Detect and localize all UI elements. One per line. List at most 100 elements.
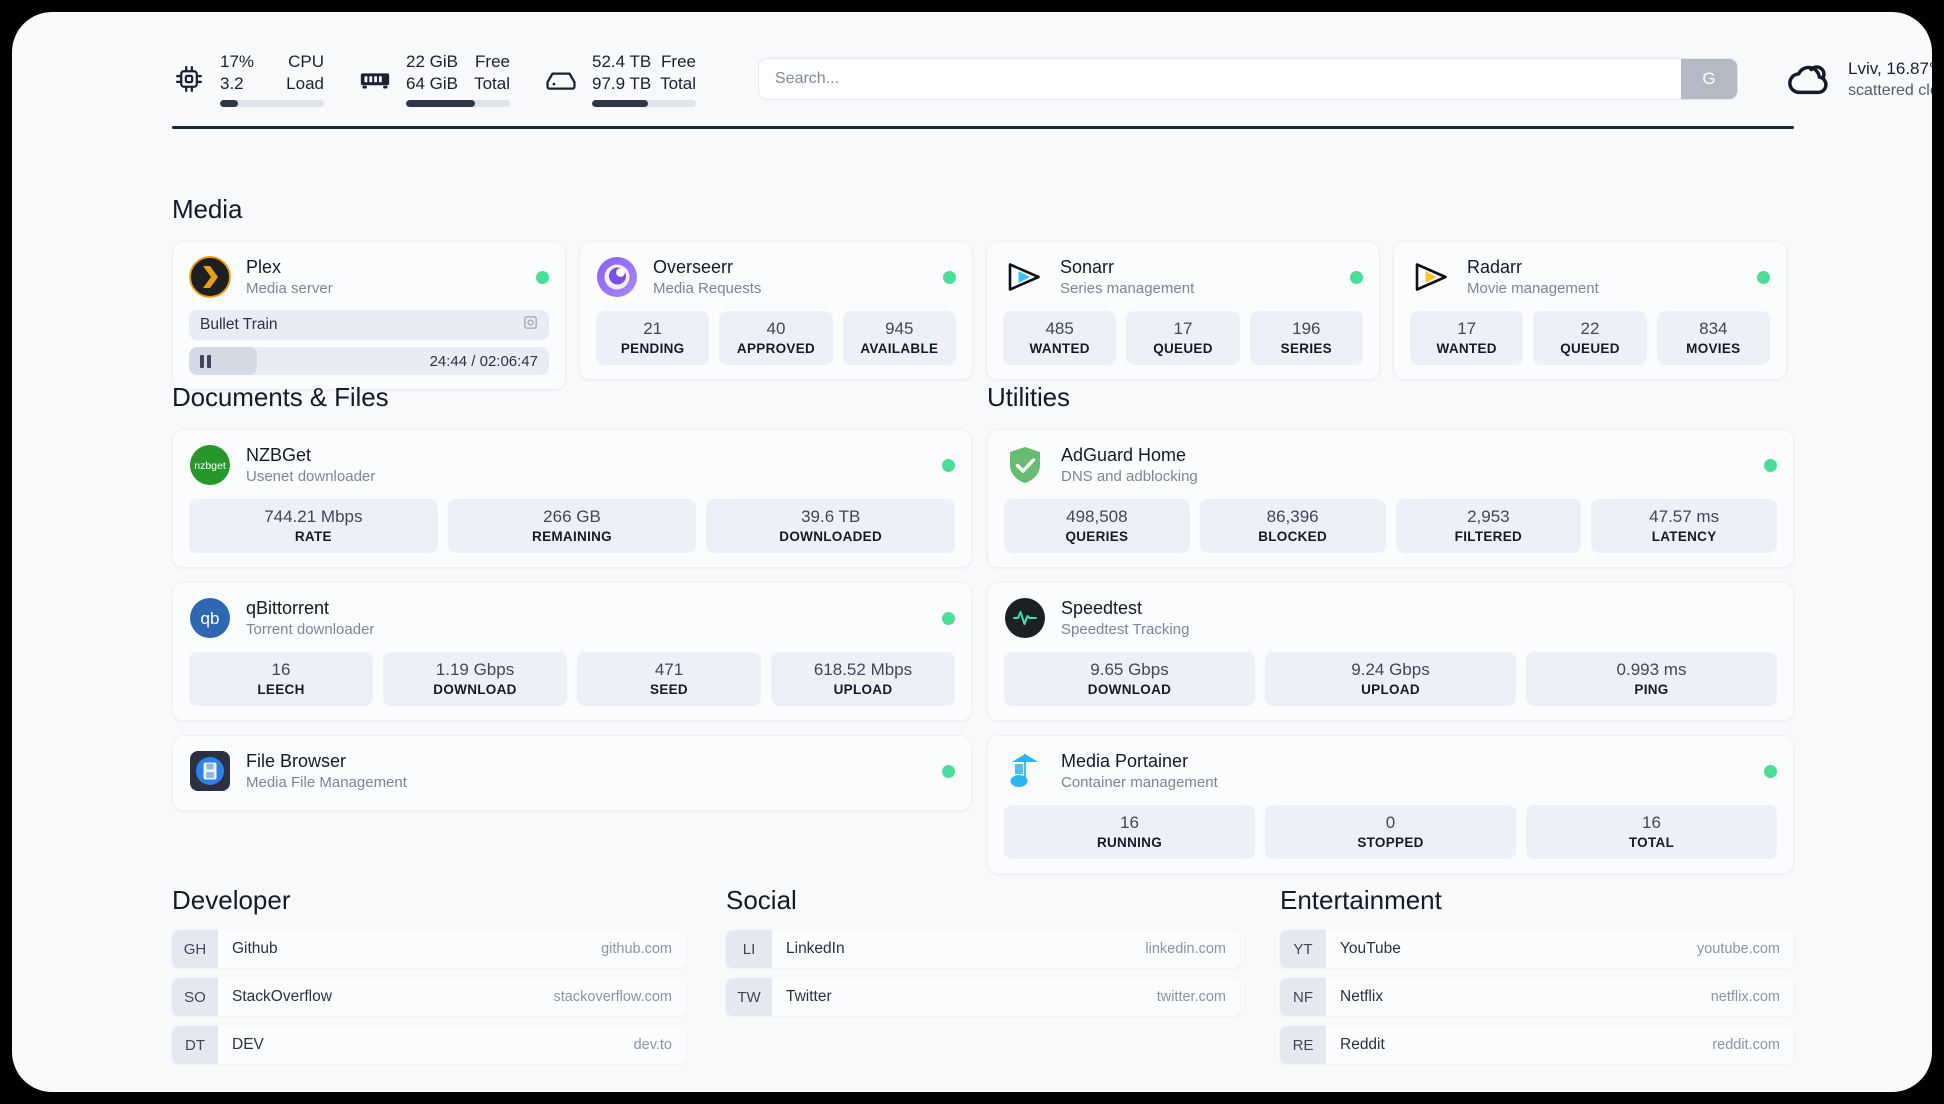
bookmark-url: github.com: [601, 941, 672, 957]
card-radarr[interactable]: Radarr Movie management 17 WANTED 22 QUEUED…: [1393, 241, 1787, 380]
stat-value: 86,396: [1266, 507, 1319, 526]
bookmark-item[interactable]: TW Twitter twitter.com: [726, 978, 1240, 1016]
header-divider: [172, 126, 1794, 129]
pause-icon[interactable]: [200, 354, 211, 368]
card-qbittorrent[interactable]: qb qBittorrent Torrent downloader 16 LEEC…: [172, 582, 972, 721]
stat-label: DOWNLOAD: [1087, 682, 1172, 697]
stat-value: 471: [654, 660, 684, 679]
disk-usage-bar: [592, 100, 696, 107]
card-speedtest[interactable]: Speedtest Speedtest Tracking 9.65 Gbps DO…: [987, 582, 1794, 721]
search-engine-button[interactable]: G: [1681, 59, 1737, 99]
bookmark-badge: YT: [1280, 930, 1326, 968]
qbittorrent-name: qBittorrent: [246, 598, 330, 618]
stat-label: TOTAL: [1628, 835, 1675, 850]
filebrowser-status-dot: [942, 764, 955, 778]
nzbget-sub: Usenet downloader: [246, 468, 376, 485]
memory-stat: 22 GiB 64 GiB Free Total: [358, 51, 510, 107]
stat-tile: 1.19 Gbps DOWNLOAD: [383, 652, 567, 706]
bookmark-group-title: Social: [726, 885, 797, 915]
portainer-status-dot: [1764, 764, 1777, 778]
stat-label: REMAINING: [532, 529, 612, 544]
bookmark-name: Reddit: [1340, 1036, 1385, 1053]
stat-value: 618.52 Mbps: [813, 660, 913, 679]
bookmark-group-title: Developer: [172, 885, 291, 915]
bookmark-group-social: Social LI LinkedIn linkedin.com TW Twitter tw…: [726, 885, 1240, 1074]
bookmark-item[interactable]: YT YouTube youtube.com: [1280, 930, 1794, 968]
stat-value: 22: [1580, 319, 1600, 338]
bookmark-badge: SO: [172, 978, 218, 1016]
stat-value: 1.19 Gbps: [435, 660, 515, 679]
overseerr-name: Overseerr: [653, 257, 734, 277]
stat-value: 2,953: [1467, 507, 1510, 526]
plex-progress-bar[interactable]: 24:44 / 02:06:47: [189, 347, 549, 375]
bookmark-group-developer: Developer GH Github github.com SO StackOverf…: [172, 885, 686, 1074]
memory-label-bottom: Total: [474, 74, 510, 93]
qbittorrent-status-dot: [942, 611, 955, 625]
card-overseerr[interactable]: Overseerr Media Requests 21 PENDING 40 APPR…: [579, 241, 973, 380]
bookmark-url: reddit.com: [1712, 1037, 1780, 1053]
stat-tile: 39.6 TB DOWNLOADED: [706, 499, 956, 553]
cpu-value: 17%: [220, 52, 255, 71]
nzbget-status-dot: [942, 458, 955, 472]
sonarr-icon: [1003, 256, 1045, 298]
bookmark-item[interactable]: LI LinkedIn linkedin.com: [726, 930, 1240, 968]
bookmark-name: StackOverflow: [232, 988, 332, 1005]
stat-tile: 744.21 Mbps RATE: [189, 499, 438, 553]
plex-time: 24:44 / 02:06:47: [429, 352, 538, 370]
documents-section: Documents & Files nzbget NZBGet Usenet d…: [172, 382, 972, 811]
bookmark-item[interactable]: SO StackOverflow stackoverflow.com: [172, 978, 686, 1016]
stat-value: 266 GB: [543, 507, 601, 526]
adguard-name: AdGuard Home: [1061, 445, 1187, 465]
disk-icon: [544, 62, 578, 96]
stat-label: APPROVED: [736, 341, 816, 356]
stat-label: BLOCKED: [1258, 529, 1328, 544]
stat-value: 9.24 Gbps: [1351, 660, 1430, 679]
stat-tile: 834 MOVIES: [1656, 311, 1770, 365]
bookmark-item[interactable]: DT DEV dev.to: [172, 1026, 686, 1064]
card-plex[interactable]: Plex Media server Bullet Train: [172, 241, 566, 390]
bookmark-name: YouTube: [1340, 940, 1401, 957]
stat-label: LEECH: [257, 682, 305, 697]
overseerr-stats: 21 PENDING 40 APPROVED 945 AVAILABLE: [596, 311, 956, 365]
stat-label: DOWNLOADED: [779, 529, 883, 544]
stat-tile: 17 WANTED: [1410, 311, 1524, 365]
search-bar[interactable]: G: [758, 58, 1738, 100]
stat-value: 40: [766, 319, 786, 338]
bookmark-name: LinkedIn: [786, 940, 845, 957]
speedtest-name: Speedtest: [1061, 598, 1143, 618]
cpu-sub: 3.2: [220, 74, 244, 93]
weather-description: scattered clouds: [1848, 81, 1932, 99]
filebrowser-icon: [189, 750, 231, 792]
bookmark-badge: LI: [726, 930, 772, 968]
stat-tile: 16 LEECH: [189, 652, 373, 706]
stat-tile: 9.65 Gbps DOWNLOAD: [1004, 652, 1255, 706]
stat-tile: 0.993 ms PING: [1526, 652, 1777, 706]
stat-label: QUERIES: [1065, 529, 1129, 544]
plex-now-playing: Bullet Train: [189, 310, 549, 340]
radarr-stats: 17 WANTED 22 QUEUED 834 MOVIES: [1410, 311, 1770, 365]
card-nzbget[interactable]: nzbget NZBGet Usenet downloader 744.21 M…: [172, 429, 972, 568]
stat-tile: 40 APPROVED: [719, 311, 833, 365]
plex-name: Plex: [246, 257, 282, 277]
bookmark-item[interactable]: GH Github github.com: [172, 930, 686, 968]
bookmark-url: dev.to: [633, 1037, 672, 1053]
card-adguard[interactable]: AdGuard Home DNS and adblocking 498,508 Q…: [987, 429, 1794, 568]
radarr-icon: [1410, 256, 1452, 298]
bookmark-url: twitter.com: [1156, 989, 1226, 1005]
adguard-sub: DNS and adblocking: [1061, 468, 1198, 485]
adguard-stats: 498,508 QUERIES 86,396 BLOCKED 2,953 FILTERED…: [1004, 499, 1777, 553]
bookmark-name: Twitter: [786, 988, 832, 1005]
search-input[interactable]: [759, 59, 1681, 99]
weather-widget[interactable]: Lviv, 16.87°C scattered clouds: [1786, 59, 1932, 100]
stat-tile: 17 QUEUED: [1126, 311, 1240, 365]
speedtest-icon: [1004, 597, 1046, 639]
stat-value: 834: [1699, 319, 1728, 338]
nzbget-name: NZBGet: [246, 445, 312, 465]
stat-value: 17: [1457, 319, 1477, 338]
card-filebrowser[interactable]: File Browser Media File Management: [172, 735, 972, 811]
disk-stat: 52.4 TB 97.9 TB Free Total: [544, 51, 696, 107]
card-portainer[interactable]: Media Portainer Container management 16 R…: [987, 735, 1794, 874]
bookmark-item[interactable]: RE Reddit reddit.com: [1280, 1026, 1794, 1064]
bookmark-item[interactable]: NF Netflix netflix.com: [1280, 978, 1794, 1016]
card-sonarr[interactable]: Sonarr Series management 485 WANTED 17 QUEU…: [986, 241, 1380, 380]
